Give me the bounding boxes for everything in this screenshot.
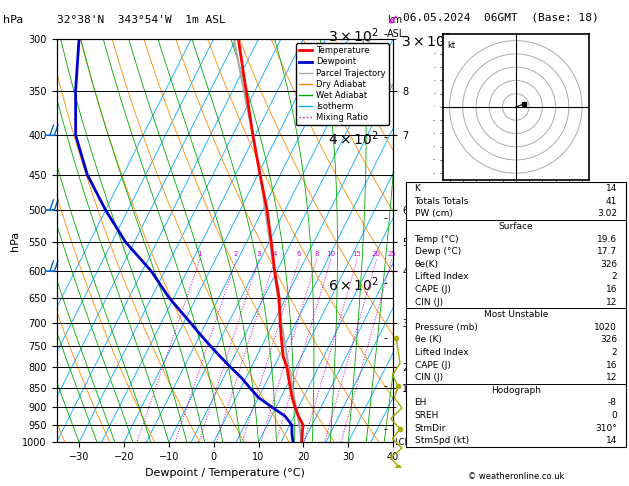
Text: 20: 20 [372,251,381,257]
Text: 10: 10 [326,251,335,257]
Text: 06.05.2024  06GMT  (Base: 18): 06.05.2024 06GMT (Base: 18) [403,12,598,22]
Text: Surface: Surface [498,222,533,231]
Text: LCL: LCL [394,438,409,447]
Text: θe (K): θe (K) [415,335,442,345]
Text: Totals Totals: Totals Totals [415,197,469,206]
Text: Temp (°C): Temp (°C) [415,235,459,243]
Text: Most Unstable: Most Unstable [484,310,548,319]
Y-axis label: hPa: hPa [9,230,19,251]
Text: 1: 1 [198,251,202,257]
Text: Lifted Index: Lifted Index [415,272,468,281]
Text: 15: 15 [353,251,362,257]
Text: © weatheronline.co.uk: © weatheronline.co.uk [467,472,564,481]
Text: hPa: hPa [3,15,23,25]
Text: EH: EH [415,399,427,407]
Text: CIN (J): CIN (J) [415,373,443,382]
Text: SREH: SREH [415,411,439,420]
Text: 16: 16 [606,285,617,294]
Text: -8: -8 [608,399,617,407]
Text: 19.6: 19.6 [597,235,617,243]
X-axis label: Dewpoint / Temperature (°C): Dewpoint / Temperature (°C) [145,468,305,478]
Text: Pressure (mb): Pressure (mb) [415,323,477,332]
Text: 3: 3 [256,251,260,257]
Text: 2: 2 [611,272,617,281]
Text: Lifted Index: Lifted Index [415,348,468,357]
Text: 17.7: 17.7 [597,247,617,256]
Text: 310°: 310° [595,424,617,433]
Text: 2: 2 [611,348,617,357]
Text: 2: 2 [234,251,238,257]
Text: 8: 8 [314,251,319,257]
Text: 4: 4 [273,251,277,257]
Text: 326: 326 [600,335,617,345]
Text: 32°38'N  343°54'W  1m ASL: 32°38'N 343°54'W 1m ASL [57,15,225,25]
Text: StmSpd (kt): StmSpd (kt) [415,436,469,445]
Y-axis label: km
ASL: km ASL [453,231,474,250]
Text: θe(K): θe(K) [415,260,438,269]
Text: 12: 12 [606,297,617,307]
Text: 16: 16 [606,361,617,370]
Text: 41: 41 [606,197,617,206]
Text: StmDir: StmDir [415,424,446,433]
Text: CAPE (J): CAPE (J) [415,285,450,294]
Text: 326: 326 [600,260,617,269]
Text: kt: kt [447,41,455,50]
Text: 6: 6 [297,251,301,257]
Text: 14: 14 [606,436,617,445]
Text: 0: 0 [611,411,617,420]
Text: km: km [387,15,402,25]
Text: 25: 25 [387,251,396,257]
Text: Dewp (°C): Dewp (°C) [415,247,461,256]
Text: K: K [415,184,420,193]
Text: PW (cm): PW (cm) [415,209,452,218]
Text: ↓: ↓ [381,12,399,30]
Legend: Temperature, Dewpoint, Parcel Trajectory, Dry Adiabat, Wet Adiabat, Isotherm, Mi: Temperature, Dewpoint, Parcel Trajectory… [296,43,389,125]
Text: Hodograph: Hodograph [491,386,541,395]
Text: CIN (J): CIN (J) [415,297,443,307]
Text: 3.02: 3.02 [597,209,617,218]
Text: ASL: ASL [387,29,405,39]
Text: 1020: 1020 [594,323,617,332]
Text: CAPE (J): CAPE (J) [415,361,450,370]
Text: 14: 14 [606,184,617,193]
Text: 12: 12 [606,373,617,382]
